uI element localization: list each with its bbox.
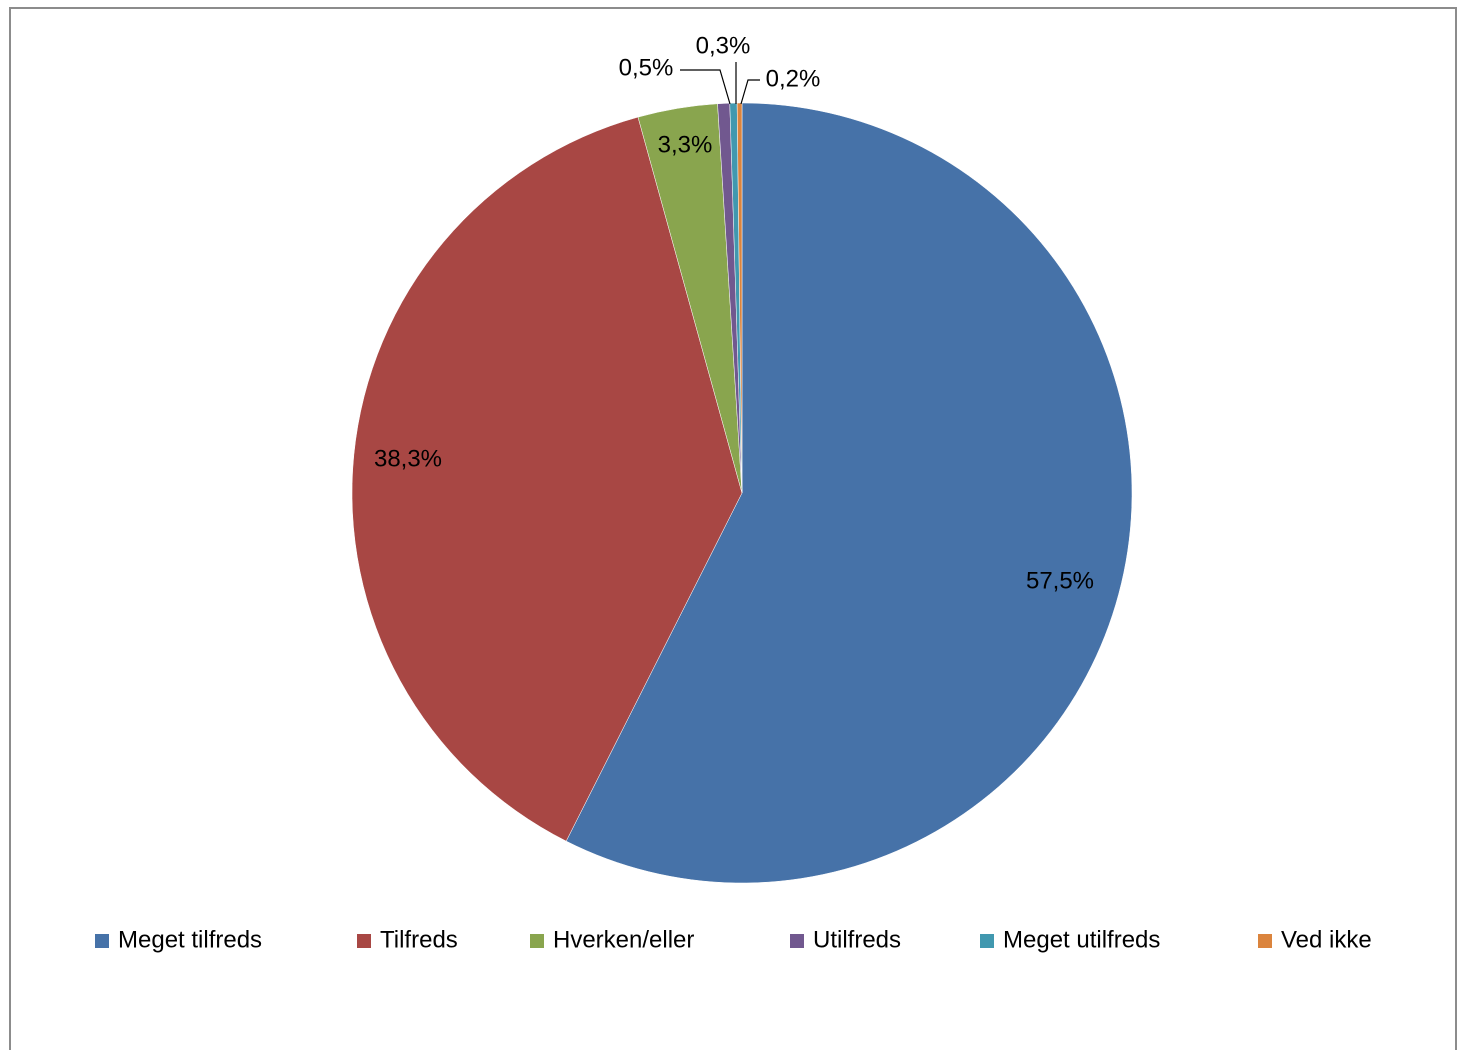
data-label: 0,3% bbox=[696, 32, 751, 59]
pie-slice bbox=[351, 116, 743, 842]
data-label: 0,5% bbox=[619, 54, 674, 81]
legend-swatch bbox=[530, 934, 544, 948]
legend-swatch bbox=[980, 934, 994, 948]
legend-label: Ved ikke bbox=[1281, 926, 1372, 953]
data-label: 57,5% bbox=[1026, 567, 1094, 594]
pie bbox=[351, 102, 1133, 884]
pie-slice bbox=[736, 102, 743, 494]
leader-line bbox=[680, 69, 731, 105]
legend-label: Meget utilfreds bbox=[1003, 926, 1160, 953]
legend-swatch bbox=[357, 934, 371, 948]
data-label: 0,2% bbox=[766, 65, 821, 92]
legend-label: Tilfreds bbox=[380, 926, 458, 953]
data-label: 38,3% bbox=[374, 445, 442, 472]
legend-label: Meget tilfreds bbox=[118, 926, 262, 953]
legend-label: Hverken/eller bbox=[553, 926, 694, 953]
data-label: 3,3% bbox=[658, 131, 713, 158]
legend-label: Utilfreds bbox=[813, 926, 901, 953]
legend-swatch bbox=[95, 934, 109, 948]
pie-slice bbox=[565, 102, 1133, 884]
legend-swatch bbox=[790, 934, 804, 948]
leader-line bbox=[740, 79, 760, 105]
legend-swatch bbox=[1258, 934, 1272, 948]
